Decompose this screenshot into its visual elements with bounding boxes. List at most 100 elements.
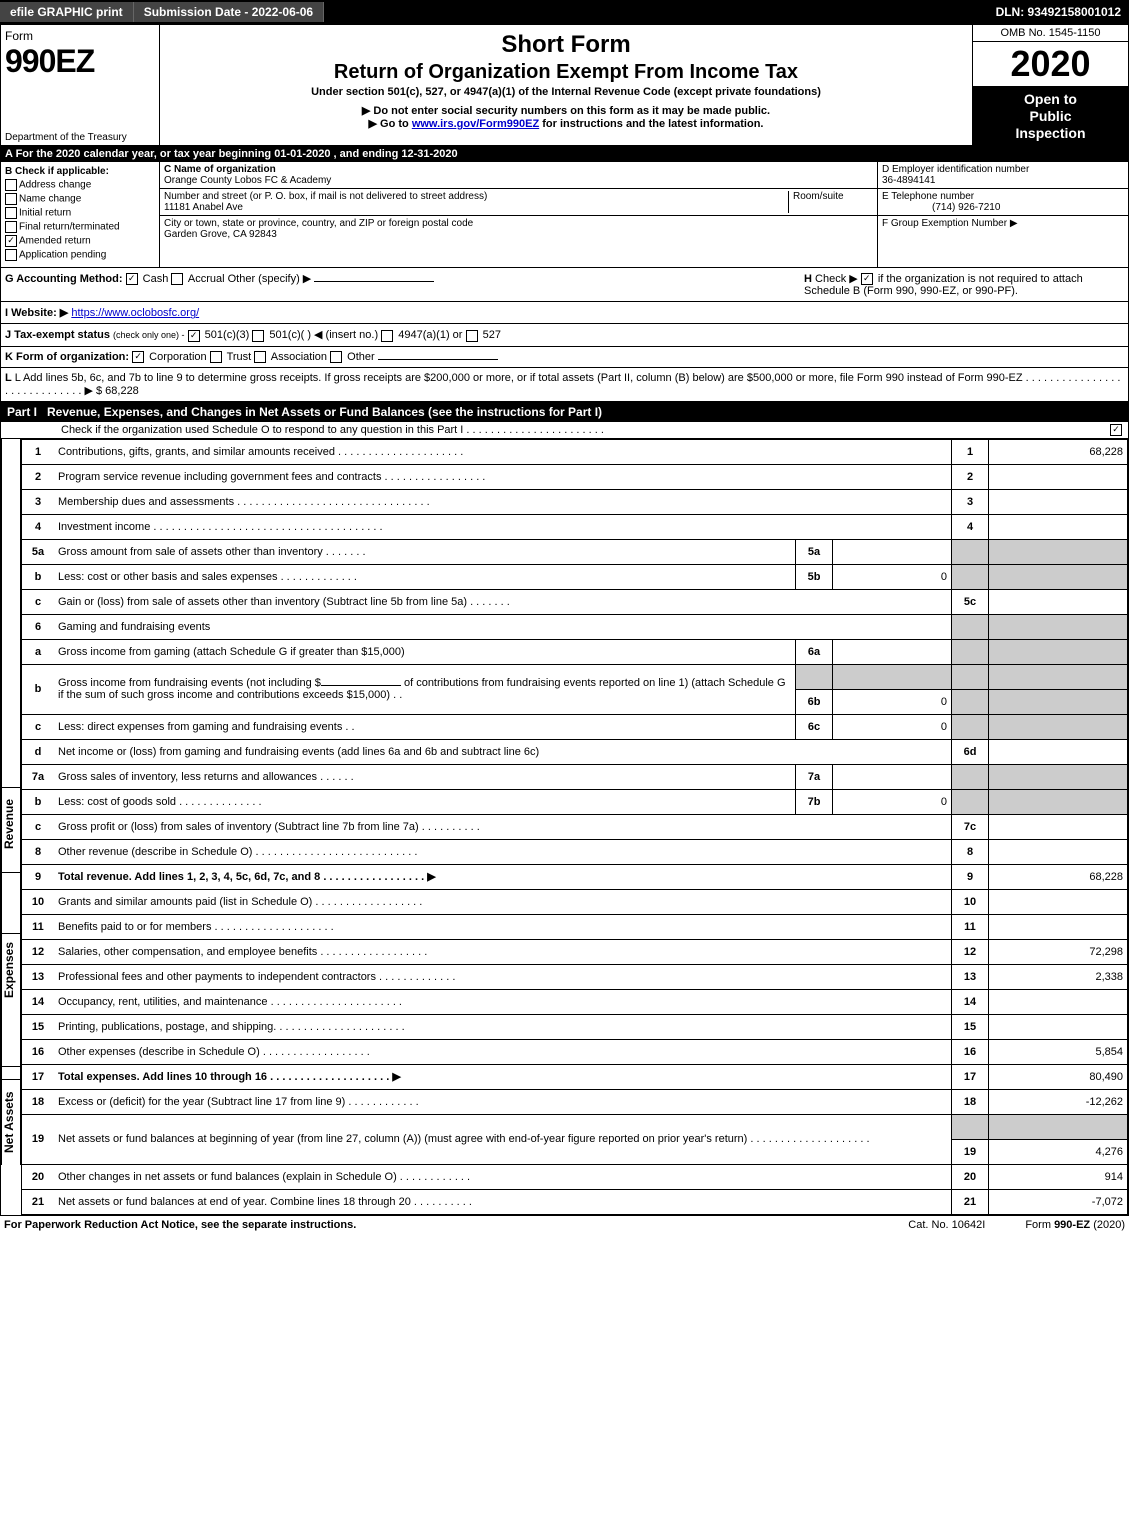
check-527[interactable] <box>466 330 478 342</box>
f-label: F Group Exemption Number ▶ <box>882 218 1018 229</box>
goto-pre: ▶ Go to <box>369 118 412 130</box>
header-right-cell: OMB No. 1545-1150 2020 Open to Public In… <box>972 25 1128 145</box>
line-3: 3Membership dues and assessments . . . .… <box>22 489 1128 514</box>
check-501c3[interactable] <box>188 330 200 342</box>
line-5a: 5aGross amount from sale of assets other… <box>22 539 1128 564</box>
inspection-line2: Public <box>1029 108 1071 124</box>
e-label: E Telephone number <box>882 191 974 202</box>
line-7a: 7aGross sales of inventory, less returns… <box>22 764 1128 789</box>
check-501c[interactable] <box>252 330 264 342</box>
side-labels: Revenue Expenses Net Assets <box>1 439 21 1215</box>
line-11: 11Benefits paid to or for members . . . … <box>22 914 1128 939</box>
irs-link[interactable]: www.irs.gov/Form990EZ <box>412 118 539 130</box>
check-schedule-b[interactable] <box>861 273 873 285</box>
check-amended-return[interactable]: Amended return <box>5 235 155 247</box>
k-label: K Form of organization: <box>5 351 129 363</box>
phone-value: (714) 926-7210 <box>882 202 1000 213</box>
return-title: Return of Organization Exempt From Incom… <box>164 61 968 84</box>
goto-post: for instructions and the latest informat… <box>539 118 763 130</box>
efile-print-button[interactable]: efile GRAPHIC print <box>0 2 134 22</box>
part-1-check-row: Check if the organization used Schedule … <box>1 422 1128 439</box>
line-19: 19Net assets or fund balances at beginni… <box>22 1114 1128 1139</box>
b-label: B Check if applicable: <box>5 166 155 177</box>
check-other-org[interactable] <box>330 351 342 363</box>
website-link[interactable]: https://www.oclobosfc.org/ <box>71 307 199 319</box>
omb-number: OMB No. 1545-1150 <box>973 25 1128 42</box>
line-15: 15Printing, publications, postage, and s… <box>22 1014 1128 1039</box>
side-expenses: Expenses <box>1 933 21 1006</box>
side-netassets: Net Assets <box>1 1079 21 1165</box>
org-city-cell: City or town, state or province, country… <box>160 216 877 242</box>
check-assoc[interactable] <box>254 351 266 363</box>
submission-date-label: Submission Date - 2022-06-06 <box>134 2 324 22</box>
line-6c: cLess: direct expenses from gaming and f… <box>22 714 1128 739</box>
short-form-title: Short Form <box>164 31 968 59</box>
line-18: 18Excess or (deficit) for the year (Subt… <box>22 1089 1128 1114</box>
row-j-tax-exempt: J Tax-exempt status (check only one) - 5… <box>1 324 1128 346</box>
check-final-return[interactable]: Final return/terminated <box>5 221 155 233</box>
dln-label: DLN: 93492158001012 <box>996 5 1129 19</box>
line-14: 14Occupancy, rent, utilities, and mainte… <box>22 989 1128 1014</box>
i-label: I Website: ▶ <box>5 307 68 319</box>
line-16: 16Other expenses (describe in Schedule O… <box>22 1039 1128 1064</box>
cat-no: Cat. No. 10642I <box>868 1219 1025 1231</box>
line-7c: cGross profit or (loss) from sales of in… <box>22 814 1128 839</box>
row-k-form-org: K Form of organization: Corporation Trus… <box>1 347 1128 368</box>
check-name-change[interactable]: Name change <box>5 193 155 205</box>
line-6b: bGross income from fundraising events (n… <box>22 664 1128 689</box>
side-revenue: Revenue <box>1 787 21 860</box>
subtitle-section: Under section 501(c), 527, or 4947(a)(1)… <box>164 86 968 98</box>
line-12: 12Salaries, other compensation, and empl… <box>22 939 1128 964</box>
h-label: H <box>804 273 812 285</box>
row-l-gross-receipts: L L Add lines 5b, 6c, and 7b to line 9 t… <box>1 368 1128 402</box>
page-footer: For Paperwork Reduction Act Notice, see … <box>0 1216 1129 1234</box>
paperwork-notice: For Paperwork Reduction Act Notice, see … <box>4 1219 868 1231</box>
accounting-method: G Accounting Method: Cash Accrual Other … <box>5 272 804 297</box>
section-b: B Check if applicable: Address change Na… <box>1 162 1128 268</box>
row-a-tax-year: A For the 2020 calendar year, or tax yea… <box>1 146 1128 162</box>
right-info-column: D Employer identification number 36-4894… <box>877 162 1128 267</box>
line-7b: bLess: cost of goods sold . . . . . . . … <box>22 789 1128 814</box>
gross-receipts-value: 68,228 <box>105 385 139 397</box>
line-10: 10Grants and similar amounts paid (list … <box>22 889 1128 914</box>
form-header: Form 990EZ Department of the Treasury Sh… <box>1 25 1128 146</box>
part-1-label: Part I <box>7 405 47 419</box>
line-5b: bLess: cost or other basis and sales exp… <box>22 564 1128 589</box>
line-20: 20Other changes in net assets or fund ba… <box>22 1164 1128 1189</box>
line-4: 4Investment income . . . . . . . . . . .… <box>22 514 1128 539</box>
inspection-badge: Open to Public Inspection <box>973 87 1128 145</box>
form-number: 990EZ <box>5 43 155 80</box>
check-schedule-o[interactable] <box>1110 424 1122 436</box>
room-suite-label: Room/suite <box>793 191 844 202</box>
j-label: J Tax-exempt status <box>5 329 110 341</box>
check-application-pending[interactable]: Application pending <box>5 249 155 261</box>
tax-year: 2020 <box>973 42 1128 87</box>
instructions-link-row: ▶ Go to www.irs.gov/Form990EZ for instru… <box>164 117 968 130</box>
header-left-cell: Form 990EZ Department of the Treasury <box>1 25 160 145</box>
ssn-warning: ▶ Do not enter social security numbers o… <box>164 104 968 117</box>
check-trust[interactable] <box>210 351 222 363</box>
lines-body: Revenue Expenses Net Assets 1Contributio… <box>1 439 1128 1215</box>
row-i-website: I Website: ▶ https://www.oclobosfc.org/ <box>1 302 1128 324</box>
ein-cell: D Employer identification number 36-4894… <box>878 162 1128 189</box>
org-address: 11181 Anabel Ave <box>164 202 243 213</box>
check-accrual[interactable] <box>171 273 183 285</box>
org-info-column: C Name of organization Orange County Lob… <box>160 162 877 267</box>
header-title-cell: Short Form Return of Organization Exempt… <box>160 25 972 145</box>
part-1-header: Part I Revenue, Expenses, and Changes in… <box>1 402 1128 422</box>
inspection-line3: Inspection <box>1015 125 1085 141</box>
city-label: City or town, state or province, country… <box>164 218 473 229</box>
group-exemption-cell: F Group Exemption Number ▶ <box>878 216 1128 231</box>
check-4947[interactable] <box>381 330 393 342</box>
line-13: 13Professional fees and other payments t… <box>22 964 1128 989</box>
check-if-applicable: B Check if applicable: Address change Na… <box>1 162 160 267</box>
form-word: Form <box>5 29 155 43</box>
top-bar: efile GRAPHIC print Submission Date - 20… <box>0 0 1129 24</box>
check-initial-return[interactable]: Initial return <box>5 207 155 219</box>
check-corp[interactable] <box>132 351 144 363</box>
check-address-change[interactable]: Address change <box>5 179 155 191</box>
part-1-title: Revenue, Expenses, and Changes in Net As… <box>47 405 1122 419</box>
line-6a: aGross income from gaming (attach Schedu… <box>22 639 1128 664</box>
check-cash[interactable] <box>126 273 138 285</box>
org-name: Orange County Lobos FC & Academy <box>164 175 331 186</box>
